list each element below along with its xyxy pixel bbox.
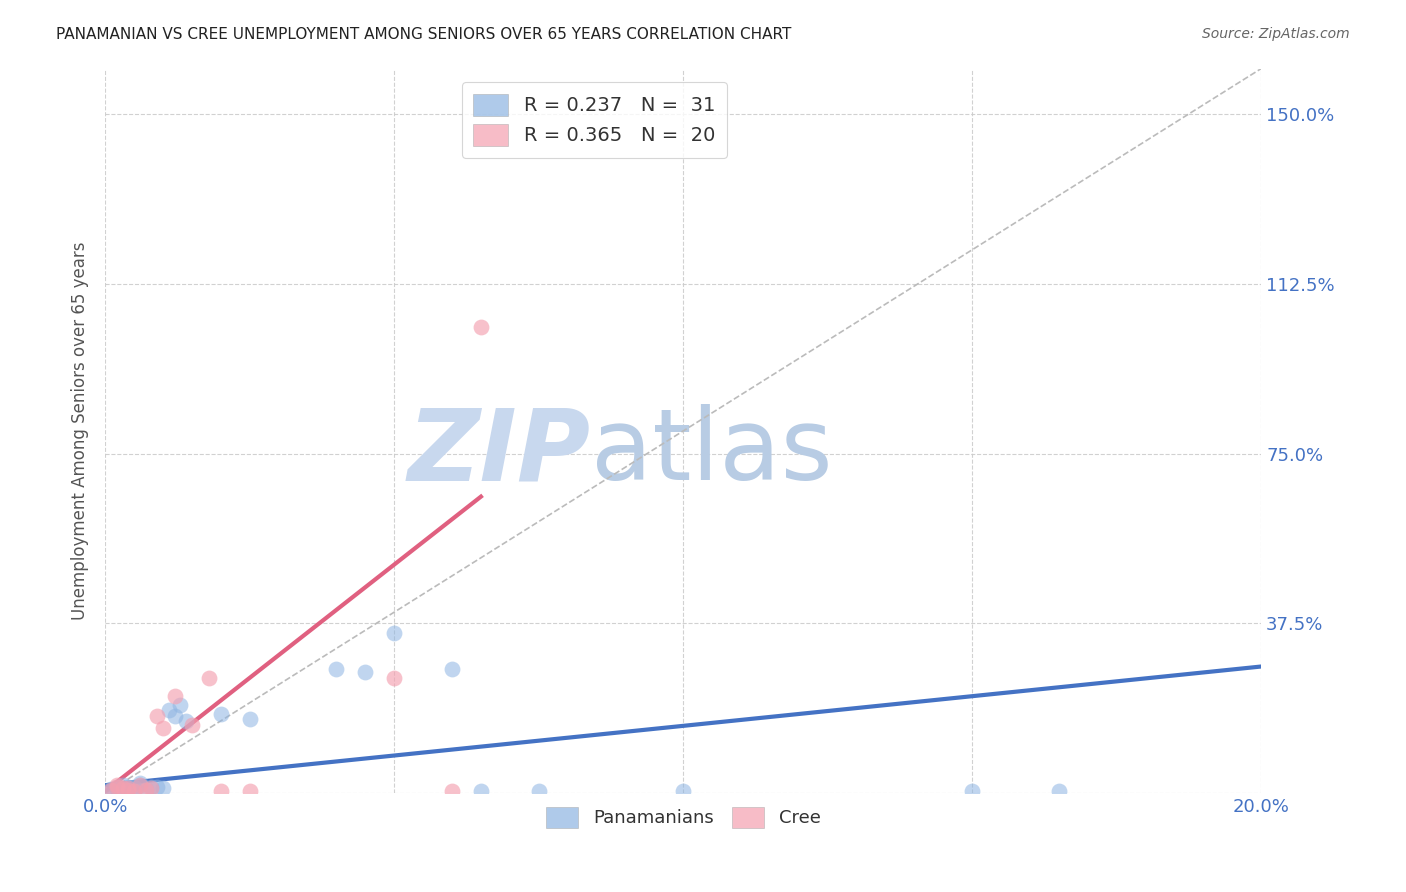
Point xyxy=(128,778,150,792)
Point xyxy=(1047,784,1070,798)
Point xyxy=(174,714,197,728)
Point xyxy=(105,781,128,796)
Point xyxy=(105,778,128,792)
Point xyxy=(180,718,202,732)
Point xyxy=(111,782,134,797)
Text: PANAMANIAN VS CREE UNEMPLOYMENT AMONG SENIORS OVER 65 YEARS CORRELATION CHART: PANAMANIAN VS CREE UNEMPLOYMENT AMONG SE… xyxy=(56,27,792,42)
Point xyxy=(239,784,262,798)
Point xyxy=(163,689,186,703)
Point xyxy=(122,780,145,795)
Point xyxy=(111,780,134,795)
Point xyxy=(135,781,157,796)
Point xyxy=(122,783,145,797)
Point xyxy=(470,319,492,334)
Point xyxy=(117,782,139,797)
Point xyxy=(100,784,122,798)
Text: ZIP: ZIP xyxy=(408,404,591,501)
Point xyxy=(441,784,464,798)
Point xyxy=(470,784,492,798)
Point xyxy=(239,712,262,726)
Point xyxy=(209,784,232,798)
Point xyxy=(111,778,134,792)
Point xyxy=(962,784,984,798)
Point xyxy=(122,782,145,797)
Point xyxy=(117,780,139,795)
Point xyxy=(382,625,405,640)
Point xyxy=(117,780,139,795)
Point xyxy=(163,709,186,723)
Point xyxy=(209,707,232,722)
Point xyxy=(141,780,163,795)
Point xyxy=(152,721,174,735)
Point xyxy=(146,709,169,723)
Text: Source: ZipAtlas.com: Source: ZipAtlas.com xyxy=(1202,27,1350,41)
Text: atlas: atlas xyxy=(591,404,832,501)
Y-axis label: Unemployment Among Seniors over 65 years: Unemployment Among Seniors over 65 years xyxy=(72,242,89,620)
Point xyxy=(141,780,163,795)
Legend: Panamanians, Cree: Panamanians, Cree xyxy=(538,800,828,835)
Point xyxy=(152,780,174,795)
Point xyxy=(105,780,128,794)
Point xyxy=(128,776,150,790)
Point xyxy=(354,665,377,679)
Point xyxy=(100,782,122,797)
Point xyxy=(441,662,464,676)
Point xyxy=(128,778,150,792)
Point xyxy=(325,662,347,676)
Point xyxy=(527,784,550,798)
Point xyxy=(135,782,157,797)
Point xyxy=(105,780,128,794)
Point xyxy=(157,702,180,716)
Point xyxy=(198,671,221,685)
Point xyxy=(117,780,139,794)
Point xyxy=(169,698,191,712)
Point xyxy=(672,784,695,798)
Point xyxy=(382,671,405,685)
Point xyxy=(146,780,169,794)
Point xyxy=(100,781,122,796)
